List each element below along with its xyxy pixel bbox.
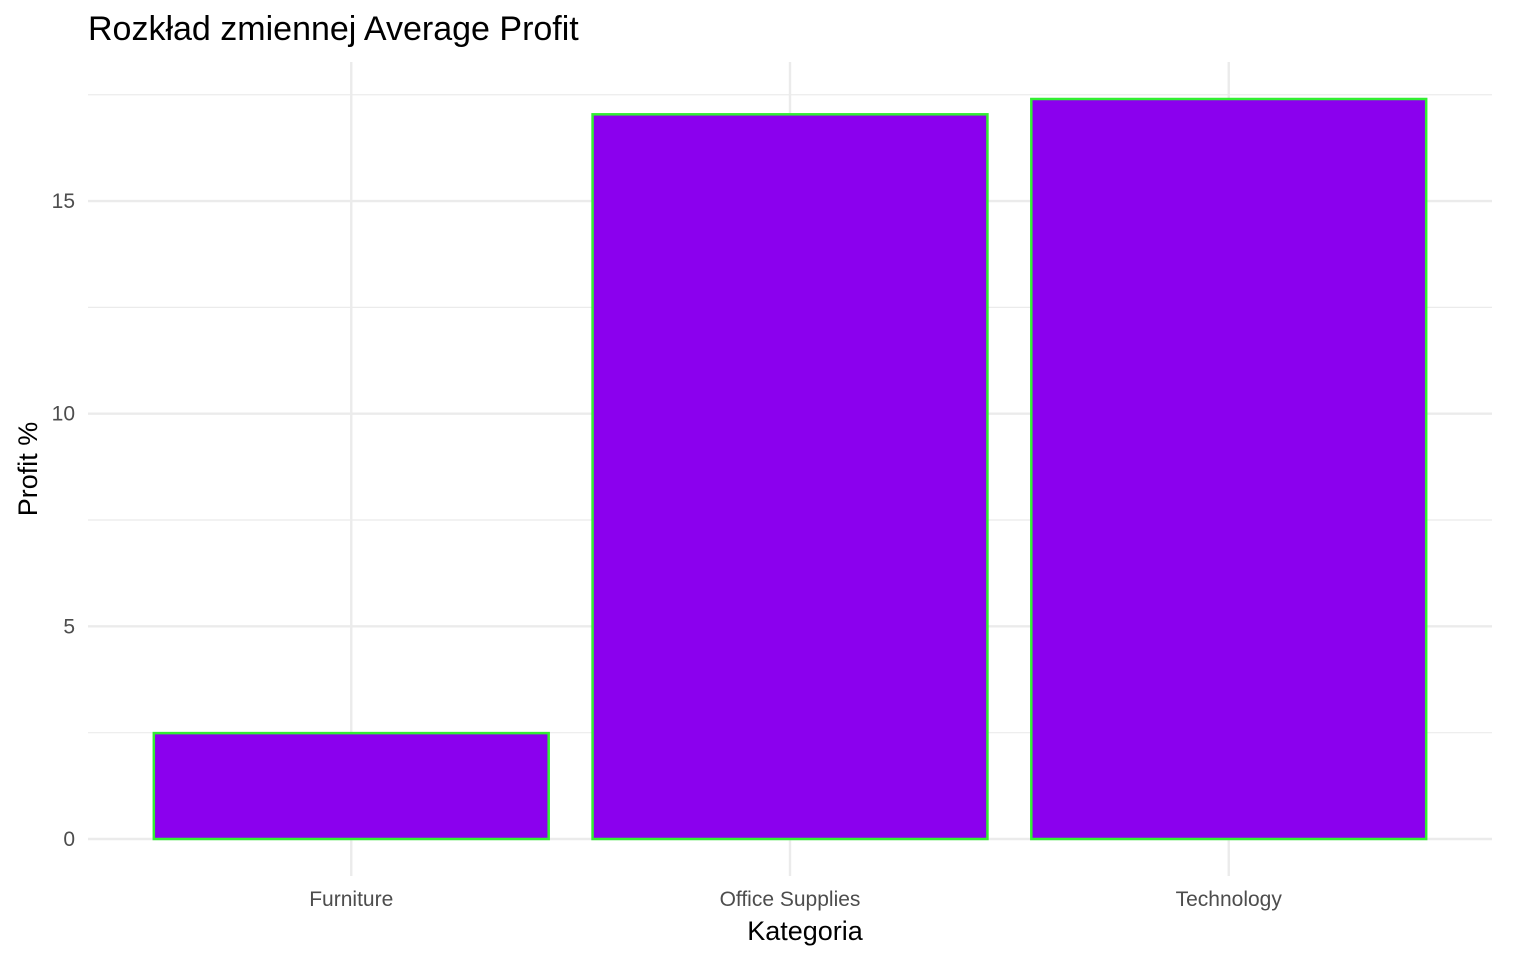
bar-furniture	[152, 731, 550, 841]
y-tick-label: 15	[52, 190, 75, 213]
x-tick-label: Technology	[1176, 888, 1283, 911]
x-tick-label: Office Supplies	[720, 888, 861, 911]
y-tick-label: 10	[52, 403, 75, 426]
chart-title: Rozkład zmiennej Average Profit	[88, 10, 579, 48]
y-axis-title: Profit %	[13, 422, 43, 517]
bar-technology	[1030, 97, 1428, 841]
x-tick-label: Furniture	[309, 888, 393, 911]
y-tick-label: 0	[63, 828, 75, 851]
bars	[152, 97, 1428, 841]
y-tick-label: 5	[63, 615, 75, 638]
x-axis-ticks: Furniture Office Supplies Technology	[309, 888, 1282, 911]
x-axis-title: Kategoria	[747, 916, 864, 946]
bar-office-supplies	[591, 113, 989, 841]
y-axis-ticks: 0 5 10 15	[52, 190, 75, 851]
